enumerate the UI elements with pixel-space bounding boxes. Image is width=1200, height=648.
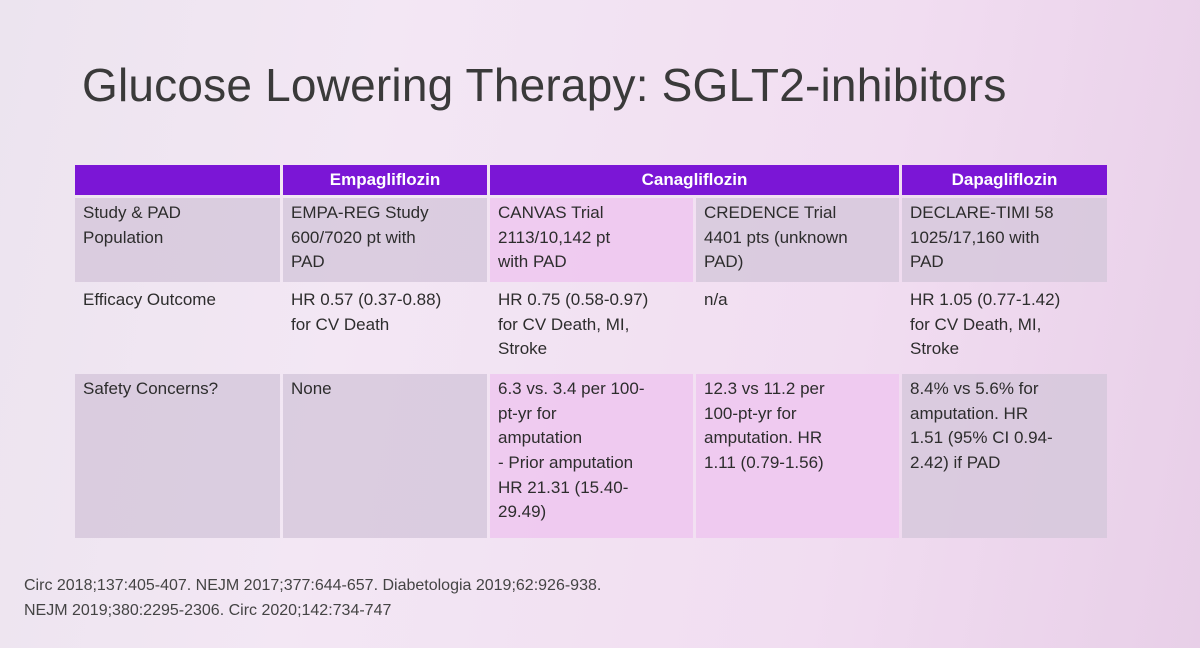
table-row-safety: Safety Concerns? None 6.3 vs. 3.4 per 10… — [75, 374, 1107, 538]
row-label-safety: Safety Concerns? — [75, 374, 280, 538]
cell-dapagliflozin-safety: 8.4% vs 5.6% for amputation. HR 1.51 (95… — [902, 374, 1107, 538]
references: Circ 2018;137:405-407. NEJM 2017;377:644… — [24, 574, 601, 624]
cell-canvas-safety: 6.3 vs. 3.4 per 100- pt-yr for amputatio… — [490, 374, 693, 538]
header-canagliflozin: Canagliflozin — [490, 165, 899, 195]
table-row-efficacy: Efficacy Outcome HR 0.57 (0.37-0.88) for… — [75, 285, 1107, 371]
cell-dapagliflozin-study: DECLARE-TIMI 58 1025/17,160 with PAD — [902, 198, 1107, 282]
header-dapagliflozin: Dapagliflozin — [902, 165, 1107, 195]
row-label-efficacy: Efficacy Outcome — [83, 290, 216, 309]
table-row-study-population: Study & PAD Population EMPA-REG Study 60… — [75, 198, 1107, 282]
row-label-study-population: Study & PAD Population — [75, 198, 280, 282]
cell-credence-efficacy: n/a — [704, 290, 728, 309]
cell-empagliflozin-efficacy: HR 0.57 (0.37-0.88) for CV Death — [291, 290, 442, 334]
cell-canvas-study: CANVAS Trial 2113/10,142 pt with PAD — [490, 198, 693, 282]
header-blank — [75, 165, 280, 195]
cell-empagliflozin-study: EMPA-REG Study 600/7020 pt with PAD — [283, 198, 487, 282]
reference-line-2: NEJM 2019;380:2295-2306. Circ 2020;142:7… — [24, 601, 392, 619]
header-empagliflozin: Empagliflozin — [283, 165, 487, 195]
reference-line-1: Circ 2018;137:405-407. NEJM 2017;377:644… — [24, 577, 602, 594]
cell-canvas-efficacy: HR 0.75 (0.58-0.97) for CV Death, MI, St… — [498, 290, 649, 359]
cell-credence-safety: 12.3 vs 11.2 per 100-pt-yr for amputatio… — [696, 374, 899, 538]
slide-title: Glucose Lowering Therapy: SGLT2-inhibito… — [82, 59, 1007, 111]
table-header-row: Empagliflozin Canagliflozin Dapagliflozi… — [75, 165, 1107, 195]
cell-empagliflozin-safety: None — [283, 374, 487, 538]
cell-credence-study: CREDENCE Trial 4401 pts (unknown PAD) — [696, 198, 899, 282]
cell-dapagliflozin-efficacy: HR 1.05 (0.77-1.42) for CV Death, MI, St… — [910, 290, 1061, 359]
sglt2-comparison-table: Empagliflozin Canagliflozin Dapagliflozi… — [72, 162, 1110, 541]
